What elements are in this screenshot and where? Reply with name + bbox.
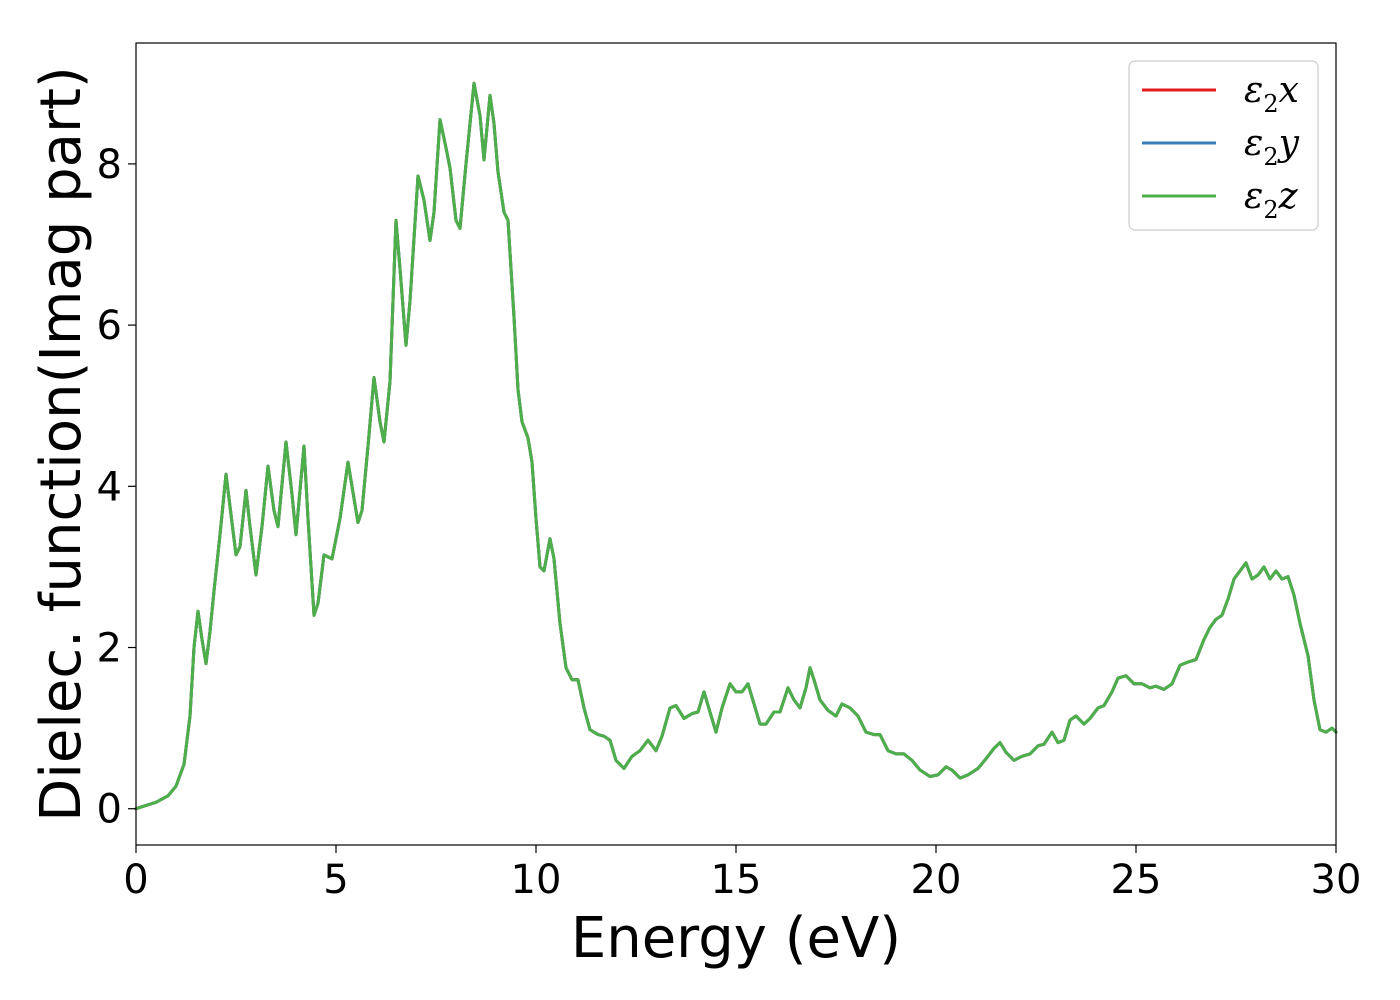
legend-label-y: ε2y — [1244, 123, 1300, 171]
legend: ε2x ε2y ε2z — [1128, 60, 1319, 231]
y-tick-label: 4 — [97, 464, 122, 510]
legend-label-x: ε2x — [1244, 70, 1299, 118]
x-tick-label: 20 — [911, 857, 962, 903]
y-tick-label: 8 — [97, 142, 122, 188]
legend-label-z: ε2z — [1244, 176, 1299, 224]
y-tick-label: 2 — [97, 626, 122, 672]
x-axis: 0 5 10 15 20 25 30 — [123, 845, 1361, 903]
series-line-z — [134, 81, 1338, 811]
x-tick-label: 25 — [1111, 857, 1162, 903]
x-tick-label: 10 — [511, 857, 562, 903]
y-axis-title: Dielec. function(Imag part) — [29, 66, 94, 822]
series-layer — [134, 81, 1338, 811]
x-tick-label: 15 — [711, 857, 762, 903]
x-tick-label: 0 — [123, 857, 148, 903]
x-tick-label: 5 — [323, 857, 348, 903]
legend-box — [1128, 60, 1319, 231]
y-tick-label: 6 — [97, 303, 122, 349]
x-tick-label: 30 — [1311, 857, 1362, 903]
y-tick-label: 0 — [97, 787, 122, 833]
y-axis: 0 2 4 6 8 — [97, 142, 136, 833]
x-axis-title: Energy (eV) — [571, 906, 901, 971]
